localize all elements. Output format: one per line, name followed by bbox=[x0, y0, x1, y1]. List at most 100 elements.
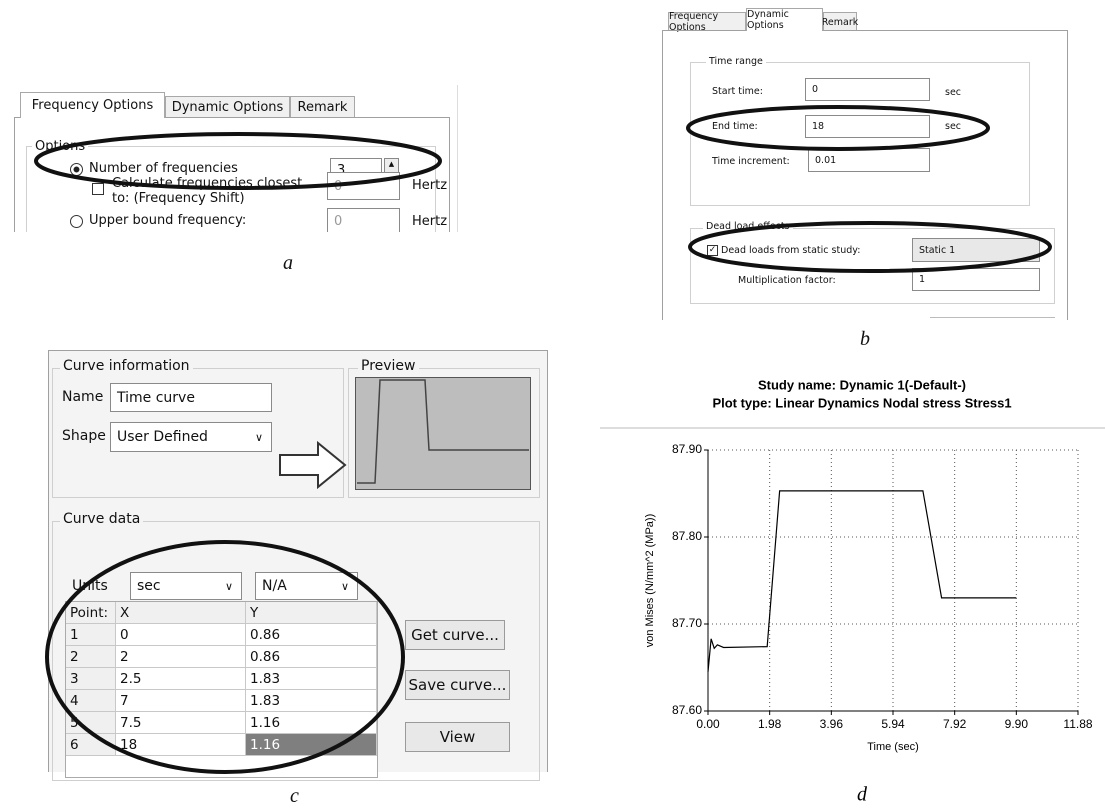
table-cell: 2.5 bbox=[116, 668, 246, 690]
checkbox[interactable]: ✓ bbox=[707, 245, 718, 256]
table-cell: 7 bbox=[116, 690, 246, 712]
x-tick-label: 1.98 bbox=[758, 717, 782, 731]
data-line bbox=[708, 491, 1016, 672]
label-line: Calculate frequencies closest bbox=[112, 176, 302, 191]
table-cell: 0.86 bbox=[246, 646, 377, 668]
label: Upper bound frequency: bbox=[89, 213, 246, 228]
table-cell: 2 bbox=[116, 646, 246, 668]
tab[interactable]: Frequency Options bbox=[20, 92, 165, 118]
x-tick-label: 11.88 bbox=[1063, 717, 1092, 731]
preview-area bbox=[356, 378, 531, 490]
group-label: Time range bbox=[706, 56, 766, 67]
y-tick-label: 87.70 bbox=[672, 616, 702, 630]
table-cell: Y bbox=[246, 602, 377, 624]
unit: sec bbox=[945, 121, 961, 132]
button[interactable]: Save curve... bbox=[405, 670, 510, 700]
input[interactable]: 0 bbox=[327, 172, 400, 200]
table-cell: 18 bbox=[116, 734, 246, 756]
select[interactable]: User Defined ∨ bbox=[110, 422, 272, 452]
x-tick-label: 3.96 bbox=[820, 717, 844, 731]
group-label: Dead load effects bbox=[703, 221, 793, 232]
table-cell: 7.5 bbox=[116, 712, 246, 734]
select[interactable]: Static 1 bbox=[912, 238, 1040, 262]
table-cell: Point: bbox=[66, 602, 116, 624]
radio[interactable] bbox=[70, 215, 83, 228]
x-axis-label: Time (sec) bbox=[867, 741, 919, 753]
input[interactable]: Time curve bbox=[110, 383, 272, 412]
label: Time increment: bbox=[712, 156, 790, 167]
select-value: sec bbox=[137, 578, 161, 594]
select-value: User Defined bbox=[117, 429, 208, 445]
checkbox[interactable] bbox=[92, 183, 104, 195]
table-cell: 6 bbox=[66, 734, 116, 756]
divider bbox=[930, 317, 1055, 318]
label: Number of frequencies bbox=[89, 161, 238, 176]
x-tick-label: 9.90 bbox=[1005, 717, 1029, 731]
label: Dead loads from static study: bbox=[721, 245, 860, 256]
select[interactable]: N/A ∨ bbox=[255, 572, 358, 600]
tab[interactable]: Dynamic Options bbox=[746, 8, 823, 31]
table-cell: 1 bbox=[66, 624, 116, 646]
crop bbox=[0, 232, 460, 262]
x-tick-label: 7.92 bbox=[943, 717, 967, 731]
table-cell: 1.16 bbox=[246, 712, 377, 734]
figure: Frequency Options Dynamic Options Remark… bbox=[0, 0, 1105, 811]
tab[interactable]: Frequency Options bbox=[668, 12, 746, 31]
input[interactable]: 0 bbox=[327, 208, 400, 234]
input[interactable]: 0 bbox=[805, 78, 930, 101]
x-tick-label: 0.00 bbox=[696, 717, 720, 731]
tab[interactable]: Dynamic Options bbox=[165, 96, 290, 118]
label: Start time: bbox=[712, 86, 763, 97]
caption: b bbox=[860, 328, 870, 351]
tab[interactable]: Remark bbox=[823, 12, 857, 31]
label: Shape bbox=[62, 428, 106, 444]
table-cell: 2 bbox=[66, 646, 116, 668]
select[interactable]: sec ∨ bbox=[130, 572, 242, 600]
table-cell: 1.16 bbox=[246, 734, 377, 756]
group-label: Curve data bbox=[60, 511, 143, 527]
table-cell: 4 bbox=[66, 690, 116, 712]
table-cell: 0 bbox=[116, 624, 246, 646]
group-label: Options bbox=[32, 139, 88, 154]
group-label: Preview bbox=[358, 358, 419, 374]
label: Name bbox=[62, 389, 103, 405]
button[interactable]: Get curve... bbox=[405, 620, 505, 650]
preview-plot bbox=[355, 377, 531, 490]
label: Units bbox=[72, 578, 108, 594]
caption: a bbox=[283, 252, 293, 275]
table-cell: X bbox=[116, 602, 246, 624]
chart-title: Plot type: Linear Dynamics Nodal stress … bbox=[712, 395, 1011, 410]
table-cell: 5 bbox=[66, 712, 116, 734]
unit: Hertz bbox=[412, 214, 447, 229]
label: Multiplication factor: bbox=[738, 275, 836, 286]
table-cell: 0.86 bbox=[246, 624, 377, 646]
input[interactable]: 1 bbox=[912, 268, 1040, 291]
radio[interactable] bbox=[70, 163, 83, 176]
table-cell: 1.83 bbox=[246, 668, 377, 690]
caption: c bbox=[290, 785, 299, 808]
input[interactable]: 0.01 bbox=[808, 148, 930, 172]
y-axis-label: von Mises (N/mm^2 (MPa)) bbox=[644, 514, 656, 648]
select-value: N/A bbox=[262, 578, 287, 594]
label: End time: bbox=[712, 121, 758, 132]
unit: Hertz bbox=[412, 178, 447, 193]
label-line: to: (Frequency Shift) bbox=[112, 191, 245, 206]
table-cell: 1.83 bbox=[246, 690, 377, 712]
y-tick-label: 87.80 bbox=[672, 529, 702, 543]
chart-title: Study name: Dynamic 1(-Default-) bbox=[758, 377, 966, 392]
y-tick-label: 87.90 bbox=[672, 442, 702, 456]
tab[interactable]: Remark bbox=[290, 96, 355, 118]
chevron: ∨ bbox=[255, 431, 263, 444]
unit: sec bbox=[945, 87, 961, 98]
caption: d bbox=[857, 784, 868, 806]
y-tick-label: 87.60 bbox=[672, 703, 702, 717]
group-label: Curve information bbox=[60, 358, 193, 374]
chevron: ∨ bbox=[341, 580, 349, 593]
chart: Study name: Dynamic 1(-Default-) Plot typ… bbox=[644, 377, 1093, 805]
input[interactable]: 18 bbox=[805, 115, 930, 138]
chevron: ∨ bbox=[225, 580, 233, 593]
x-tick-label: 5.94 bbox=[881, 717, 905, 731]
button[interactable]: View bbox=[405, 722, 510, 752]
